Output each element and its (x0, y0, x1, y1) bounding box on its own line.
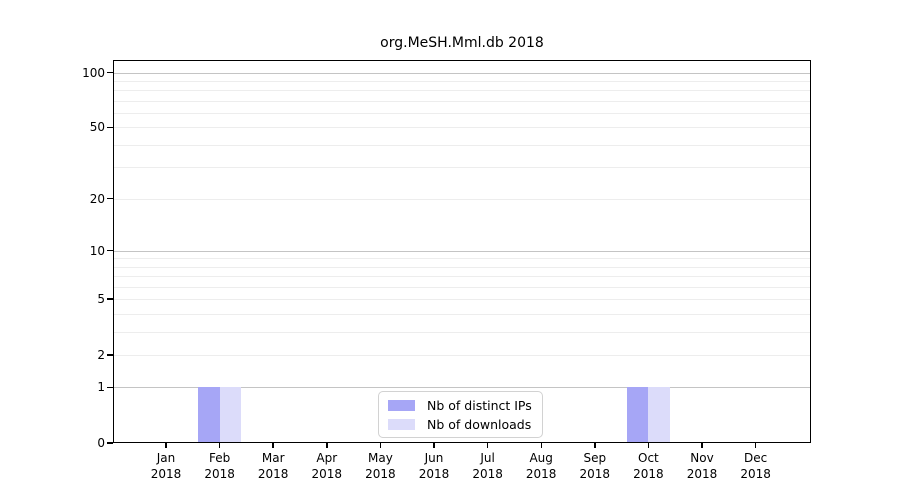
x-tick-month: Dec (743, 451, 768, 465)
y-tick-mark (107, 354, 113, 356)
minor-gridline (113, 80, 811, 82)
x-tick-mark (218, 443, 221, 448)
y-tick-label: 100 (82, 65, 105, 80)
x-tick-label-nov: Nov 2018 (670, 450, 734, 482)
y-tick-mark (107, 386, 113, 389)
x-tick-label-mar: Mar 2018 (241, 450, 305, 482)
x-tick-month: Nov (690, 451, 714, 465)
x-tick-mark (540, 443, 542, 448)
minor-gridline (113, 100, 811, 102)
bar-oct-distinct-ips (626, 387, 649, 443)
minor-gridline (113, 90, 811, 92)
minor-gridline (113, 286, 811, 288)
y-tick-label: 2 (97, 347, 105, 362)
x-tick-label-aug: Aug 2018 (509, 450, 573, 482)
x-tick-month: Oct (638, 451, 659, 465)
x-tick-label-jun: Jun 2018 (402, 450, 466, 482)
legend-swatch-downloads (388, 418, 415, 430)
x-tick-year: 2018 (633, 467, 664, 481)
x-tick-label-jan: Jan 2018 (134, 450, 198, 482)
y-tick-mark (107, 126, 113, 129)
x-tick-month: Jun (424, 451, 444, 465)
x-tick-year: 2018 (418, 467, 450, 481)
legend-label-downloads: Nb of downloads (427, 416, 532, 432)
bar-feb-distinct-ips (198, 387, 220, 443)
x-tick-mark (701, 443, 703, 448)
x-tick-label-apr: Apr 2018 (295, 450, 359, 482)
bar-oct-downloads (648, 387, 670, 443)
x-tick-year: 2018 (740, 467, 771, 481)
y-tick-label: 50 (89, 120, 105, 135)
major-gridline (113, 387, 811, 389)
x-tick-mark (486, 443, 489, 448)
y-tick-mark (107, 249, 113, 252)
y-tick-label: 1 (97, 380, 105, 395)
y-tick-label: 20 (89, 191, 105, 206)
y-tick-mark (107, 71, 113, 74)
x-tick-month: Jul (480, 451, 495, 465)
minor-gridline (113, 276, 811, 278)
x-tick-label-jul: Jul 2018 (456, 450, 520, 482)
x-tick-year: 2018 (311, 467, 343, 481)
x-tick-year: 2018 (150, 467, 182, 481)
minor-gridline (113, 198, 811, 200)
x-tick-year: 2018 (525, 467, 557, 481)
bar-feb-downloads (219, 387, 242, 443)
x-tick-year: 2018 (579, 467, 611, 481)
y-tick-label: 5 (97, 292, 105, 307)
x-tick-month: May (367, 451, 393, 465)
x-tick-month: Apr (316, 451, 338, 465)
minor-gridline (113, 299, 811, 301)
minor-gridline (113, 127, 811, 129)
x-tick-label-oct: Oct 2018 (616, 450, 680, 482)
x-tick-year: 2018 (204, 467, 235, 481)
y-tick-mark (107, 298, 113, 300)
legend-item-distinct-ips: Nb of distinct IPs (388, 397, 532, 413)
minor-gridline (113, 354, 811, 356)
x-tick-mark (165, 443, 167, 448)
y-tick-label: 10 (89, 243, 105, 258)
x-tick-month: Aug (529, 451, 553, 465)
grid-layer (113, 60, 811, 443)
x-tick-month: Mar (261, 451, 285, 465)
x-tick-label-may: May 2018 (348, 450, 412, 482)
minor-gridline (113, 258, 811, 260)
minor-gridline (113, 113, 811, 114)
minor-gridline (113, 331, 811, 333)
x-tick-mark (272, 443, 274, 448)
y-tick-mark (107, 442, 113, 444)
legend-item-downloads: Nb of downloads (388, 416, 532, 432)
x-tick-mark (379, 443, 382, 448)
x-tick-year: 2018 (257, 467, 289, 481)
x-tick-month: Jan (156, 451, 176, 465)
y-tick-label: 0 (97, 436, 105, 450)
minor-gridline (113, 313, 811, 315)
bars-layer (113, 60, 811, 443)
x-tick-year: 2018 (365, 467, 396, 481)
chart-title: org.MeSH.Mml.db 2018 (380, 35, 544, 51)
plot-area: Nb of distinct IPs Nb of downloads (113, 60, 811, 443)
legend-label-distinct-ips: Nb of distinct IPs (427, 397, 532, 413)
x-tick-year: 2018 (472, 467, 503, 481)
minor-gridline (113, 167, 811, 169)
x-tick-mark (647, 443, 650, 448)
x-tick-label-feb: Feb 2018 (188, 450, 252, 482)
major-gridline (113, 250, 811, 252)
x-tick-mark (433, 443, 435, 448)
minor-gridline (113, 266, 811, 268)
legend: Nb of distinct IPs Nb of downloads (378, 391, 543, 438)
x-tick-label-sep: Sep 2018 (563, 450, 627, 482)
major-gridline (113, 72, 811, 74)
x-tick-month: Feb (208, 451, 231, 465)
legend-swatch-distinct-ips (388, 399, 415, 411)
x-tick-mark (594, 443, 596, 448)
minor-gridline (113, 144, 811, 146)
x-tick-mark (326, 443, 328, 448)
x-tick-label-dec: Dec 2018 (724, 450, 788, 482)
y-tick-mark (107, 197, 113, 200)
x-tick-mark (754, 443, 757, 448)
x-tick-year: 2018 (686, 467, 718, 481)
x-tick-month: Sep (583, 451, 607, 465)
